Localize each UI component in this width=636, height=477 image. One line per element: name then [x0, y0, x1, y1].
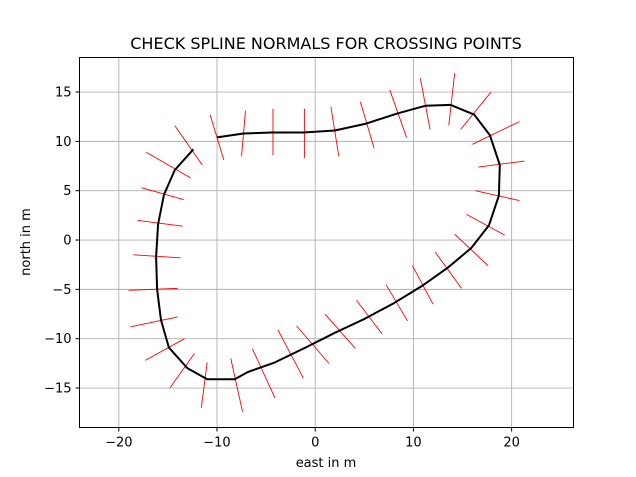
y-tick-label: −5	[52, 283, 71, 298]
normal-segment	[251, 348, 276, 399]
normal-segment	[478, 160, 525, 168]
normal-segment	[454, 233, 489, 267]
normal-segment	[475, 190, 520, 202]
normal-segment	[230, 358, 243, 412]
normal-segment	[137, 219, 183, 227]
normal-segment	[141, 187, 184, 201]
normal-segment	[472, 121, 520, 145]
x-tick-label: −10	[203, 436, 230, 451]
normal-segment	[330, 106, 340, 157]
normal-segment	[448, 73, 456, 126]
x-axis-title: east in m	[296, 456, 357, 471]
normal-segment	[128, 287, 178, 291]
normal-segment	[466, 213, 505, 236]
normal-segment	[359, 101, 375, 149]
y-tick-label: 15	[55, 86, 72, 101]
x-tick-label: 20	[503, 436, 520, 451]
grid	[79, 57, 574, 428]
normal-segment	[434, 251, 462, 289]
y-tick-label: 5	[63, 184, 71, 199]
normal-segment	[145, 338, 185, 361]
normal-segment	[460, 91, 492, 130]
y-axis: −15 −10 −5 0 5 10 15	[44, 86, 80, 397]
y-tick-label: −10	[44, 332, 71, 347]
x-tick-label: −20	[105, 436, 132, 451]
normal-segment	[130, 316, 178, 328]
plot-frame	[79, 57, 574, 428]
chart-title: CHECK SPLINE NORMALS FOR CROSSING POINTS	[130, 34, 521, 53]
normal-segment	[419, 78, 431, 130]
normal-segment	[169, 353, 195, 389]
normal-segment	[209, 114, 225, 161]
y-tick-label: 10	[55, 135, 72, 150]
normal-segment	[174, 125, 203, 166]
normal-segment	[385, 284, 408, 322]
x-tick-label: 0	[311, 436, 319, 451]
y-tick-label: 0	[63, 234, 71, 249]
x-tick-label: 10	[405, 436, 422, 451]
normal-segment	[200, 362, 208, 408]
y-axis-title: north in m	[19, 208, 34, 276]
spline-path	[155, 103, 501, 381]
spline-line	[155, 103, 501, 381]
normal-segment	[146, 151, 191, 179]
y-tick-label: −15	[44, 382, 71, 397]
x-axis: −20 −10 0 10 20	[105, 427, 520, 451]
